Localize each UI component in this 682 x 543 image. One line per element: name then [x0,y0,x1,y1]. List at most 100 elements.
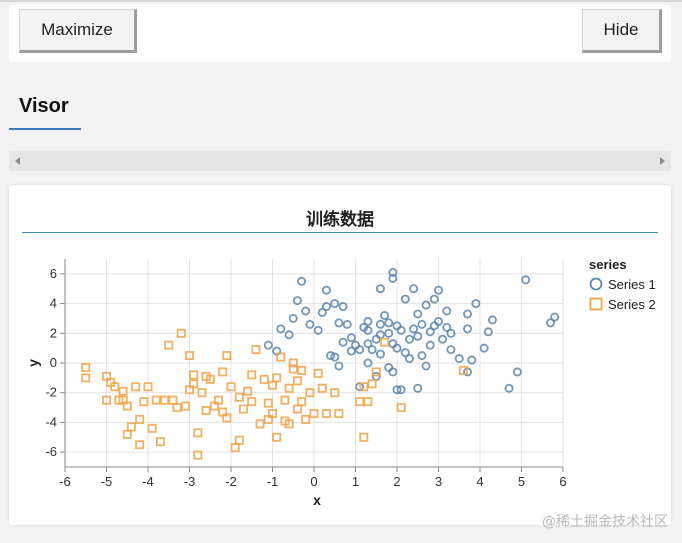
data-point-series-2 [301,414,311,424]
data-point-series-1 [479,343,489,353]
data-point-series-2 [180,401,190,411]
data-point-series-2 [234,435,244,445]
data-point-series-2 [255,419,265,429]
data-point-series-2 [458,365,468,375]
data-point-series-2 [164,340,174,350]
data-point-series-1 [363,339,373,349]
data-point-series-1 [446,345,456,355]
data-point-series-1 [292,296,302,306]
data-point-series-1 [425,340,435,350]
data-point-series-1 [409,284,419,294]
data-point-series-2 [135,440,145,450]
data-point-series-2 [238,404,248,414]
data-point-series-1 [338,337,348,347]
data-point-series-1 [404,334,414,344]
data-point-series-1 [263,340,273,350]
data-point-series-1 [342,319,352,329]
legend-circle-marker [589,277,603,291]
y-axis-label: y [25,359,41,367]
y-tick-label: 2 [50,325,57,340]
y-tick-label: 0 [50,355,57,370]
data-point-series-2 [259,374,269,384]
data-point-series-1 [446,328,456,338]
maximize-button[interactable]: Maximize [19,9,137,53]
data-point-series-1 [330,352,340,362]
x-tick-label: 6 [559,474,566,489]
y-tick-label: 4 [50,296,57,311]
data-point-series-2 [131,382,141,392]
data-point-series-1 [334,318,344,328]
data-point-series-2 [359,432,369,442]
data-point-series-2 [280,395,290,405]
data-point-series-2 [284,383,294,393]
scroll-left-arrow-icon[interactable] [15,157,20,165]
data-point-series-2 [380,337,390,347]
tab-active-indicator [9,128,81,130]
data-point-series-1 [363,316,373,326]
legend-label: Series 1 [608,277,656,292]
data-point-series-1 [463,324,473,334]
data-point-series-2 [247,397,257,407]
watermark: @稀土掘金技术社区 [542,514,668,530]
data-point-series-2 [201,371,211,381]
data-point-series-1 [512,367,522,377]
legend-square-marker [589,297,603,311]
data-point-series-1 [417,351,427,361]
data-point-series-1 [483,327,493,337]
data-point-series-1 [467,355,477,365]
legend-title: series [589,257,627,272]
data-point-series-2 [267,380,277,390]
data-point-series-1 [288,313,298,323]
window-top-border [0,0,682,2]
data-point-series-2 [106,377,116,387]
data-point-series-2 [288,364,298,374]
data-point-series-1 [346,333,356,343]
tab-visor[interactable]: Visor [9,90,81,130]
data-point-series-2 [176,328,186,338]
data-point-series-1 [375,319,385,329]
data-point-series-1 [550,312,560,322]
data-point-series-2 [284,419,294,429]
data-point-series-1 [321,285,331,295]
data-point-series-2 [222,351,232,361]
data-point-series-1 [384,328,394,338]
data-point-series-1 [392,385,402,395]
data-point-series-2 [172,403,182,413]
data-point-series-1 [421,300,431,310]
data-point-series-2 [309,409,319,419]
data-point-series-2 [396,403,406,413]
data-point-series-1 [301,306,311,316]
data-point-series-2 [371,367,381,377]
data-point-series-1 [334,361,344,371]
y-tick-label: -2 [45,385,57,400]
data-point-series-2 [189,379,199,389]
data-point-series-1 [438,334,448,344]
data-point-series-1 [504,383,514,393]
data-point-series-1 [396,325,406,335]
data-point-series-2 [267,409,277,419]
data-point-series-1 [425,327,435,337]
data-point-series-1 [392,343,402,353]
x-tick-label: 4 [476,474,483,489]
data-point-series-1 [388,273,398,283]
data-point-series-1 [330,299,340,309]
hide-button[interactable]: Hide [582,9,662,53]
data-point-series-2 [81,362,91,372]
data-point-series-1 [442,306,452,316]
data-point-series-1 [388,267,398,277]
data-point-series-2 [197,388,207,398]
data-point-series-2 [155,437,165,447]
scatter-chart: -6 -5 -4 -3 -2 -1 0 1 2 3 4 5 6 6 4 2 0 -2 -4 -6 x y series Ser… [25,257,656,508]
data-point-series-1 [400,294,410,304]
data-point-series-2 [135,414,145,424]
data-point-series-2 [184,351,194,361]
x-tick-label: -1 [267,474,279,489]
data-point-series-2 [292,376,302,386]
data-point-series-2 [81,373,91,383]
data-point-series-2 [330,388,340,398]
data-point-series-1 [375,284,385,294]
data-point-series-1 [384,318,394,328]
data-point-series-1 [521,275,531,285]
horizontal-scrollbar[interactable] [9,151,671,171]
scroll-right-arrow-icon[interactable] [660,157,665,165]
